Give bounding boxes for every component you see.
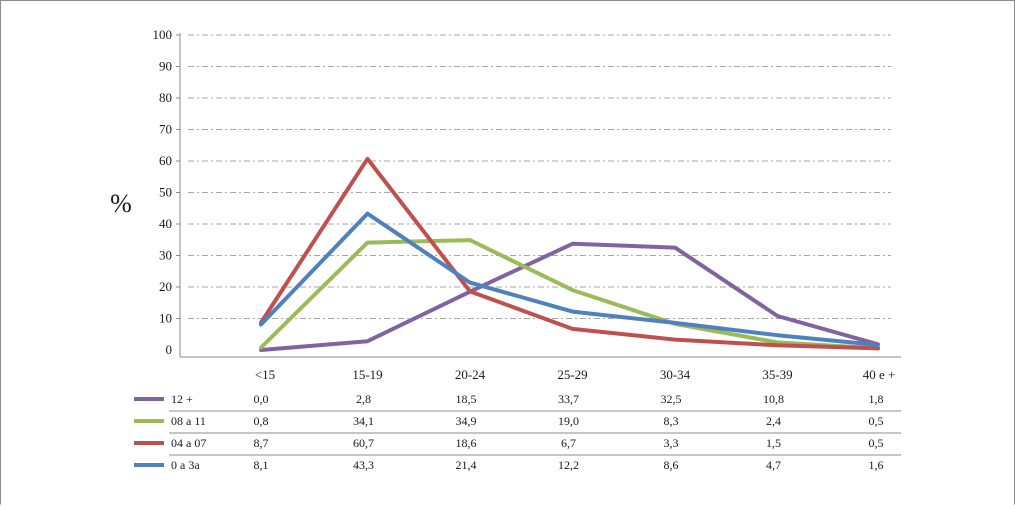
y-tick-label: 80 [159, 90, 172, 105]
data-cell: 10,8 [763, 392, 784, 406]
y-tick-label: 100 [153, 27, 173, 42]
y-tick-label: 90 [159, 59, 172, 74]
data-cell: 34,1 [353, 414, 374, 428]
series-line [259, 156, 880, 351]
legend-label: 08 a 11 [171, 414, 206, 428]
x-tick-label: 40 e + [863, 367, 896, 382]
series-lines [259, 156, 880, 352]
data-cell: 0,5 [869, 414, 884, 428]
x-tick-label: 25-29 [557, 367, 587, 382]
y-tick-label: 60 [159, 153, 172, 168]
data-cell: 8,6 [664, 458, 679, 472]
y-tick-label: 40 [159, 216, 172, 231]
data-cell: 4,7 [766, 458, 781, 472]
y-tick-labels: 0 10 20 30 40 50 60 70 80 90 100 [153, 27, 173, 357]
series-line [259, 238, 880, 351]
data-cell: 19,0 [558, 414, 579, 428]
x-tick-label: 20-24 [455, 367, 486, 382]
data-cell: 18,5 [456, 392, 477, 406]
data-cell: 60,7 [353, 436, 374, 450]
axes [176, 33, 901, 358]
y-tick-label: 70 [159, 122, 172, 137]
data-cell: 12,2 [558, 458, 579, 472]
series-line [259, 211, 880, 347]
data-table: 12 + 0,0 2,8 18,5 33,7 32,5 10,8 1,8 08 a 11 0,8 3… [134, 392, 901, 472]
data-cell: 32,5 [661, 392, 682, 406]
data-cell: 0,0 [254, 392, 269, 406]
x-tick-label: 15-19 [352, 367, 382, 382]
x-tick-label: 30-34 [660, 367, 691, 382]
gridlines [188, 34, 891, 319]
y-tick-label: 0 [166, 342, 173, 357]
data-cell: 1,6 [869, 458, 884, 472]
data-cell: 2,8 [356, 392, 371, 406]
data-cell: 0,8 [254, 414, 269, 428]
series-line [259, 241, 880, 352]
data-cell: 8,3 [664, 414, 679, 428]
legend-label: 04 a 07 [171, 436, 206, 450]
y-tick-label: 10 [159, 311, 172, 326]
data-cell: 43,3 [353, 458, 374, 472]
data-cell: 1,5 [766, 436, 781, 450]
data-cell: 18,6 [456, 436, 477, 450]
y-tick-label: 50 [159, 185, 172, 200]
data-cell: 8,7 [254, 436, 269, 450]
data-cell: 3,3 [664, 436, 679, 450]
data-cell: 2,4 [766, 414, 781, 428]
x-tick-label: <15 [255, 367, 275, 382]
y-tick-label: 30 [159, 248, 172, 263]
data-cell: 1,8 [869, 392, 884, 406]
y-axis-label: % [110, 189, 132, 218]
data-cell: 8,1 [254, 458, 269, 472]
data-cell: 34,9 [456, 414, 477, 428]
legend-label: 12 + [171, 392, 193, 406]
data-cell: 21,4 [456, 458, 477, 472]
x-tick-label: 35-39 [762, 367, 792, 382]
data-cell: 33,7 [558, 392, 579, 406]
data-cell: 6,7 [561, 436, 576, 450]
legend-label: 0 a 3a [171, 458, 200, 472]
y-tick-label: 20 [159, 279, 172, 294]
data-cell: 0,5 [869, 436, 884, 450]
x-tick-labels: <15 15-19 20-24 25-29 30-34 35-39 40 e + [255, 367, 895, 382]
